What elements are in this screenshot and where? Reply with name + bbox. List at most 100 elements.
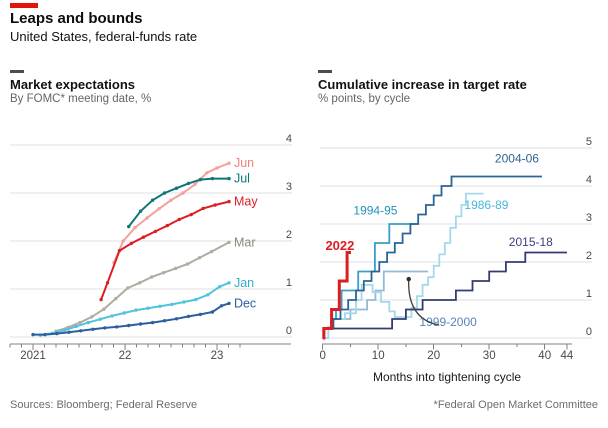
series-point-Jul	[138, 209, 143, 213]
series-point-Jan	[206, 293, 210, 297]
series-point-Jan	[86, 320, 90, 325]
series-point-Jan	[182, 300, 186, 304]
x-tick-label: 2021	[20, 350, 46, 362]
series-label-Jan: Jan	[234, 276, 254, 290]
series-label-Dec: Dec	[234, 296, 256, 310]
series-point-Jan	[98, 317, 102, 321]
series-label-Jun: Jun	[234, 156, 254, 170]
series-point-Jan	[134, 308, 138, 312]
y-tick-label: 4	[286, 133, 292, 145]
x-tick-label: 20	[427, 350, 440, 362]
series-point-Jan	[170, 302, 174, 307]
annotation-arrow	[408, 279, 440, 326]
series-point-Jul	[162, 191, 167, 195]
y-tick-label: 5	[586, 136, 592, 148]
sources-note: Sources: Bloomberg; Federal Reserve	[10, 399, 198, 411]
series-point-Dec	[127, 323, 131, 328]
y-tick-label: 0	[286, 325, 292, 337]
series-point-May	[165, 223, 169, 228]
series-point-Jun	[227, 161, 231, 165]
x-tick-label: 23	[211, 350, 224, 362]
series-point-May	[129, 241, 134, 246]
series-point-Dec	[103, 326, 107, 330]
series-line-May	[100, 200, 230, 301]
series-point-Mar	[197, 256, 202, 260]
series-point-May	[105, 281, 110, 285]
series-point-Dec	[162, 319, 167, 323]
series-point-May	[177, 217, 181, 222]
series-point-Jul	[227, 176, 231, 181]
series-point-Mar	[114, 296, 118, 301]
series-point-Mar	[209, 249, 214, 254]
series-point-Mar	[126, 286, 130, 290]
series-point-May	[201, 206, 205, 211]
series-point-Jun	[133, 225, 137, 230]
series-point-Mar	[150, 275, 154, 279]
footnote: *Federal Open Market Committee	[433, 399, 598, 411]
series-point-Jun	[205, 171, 209, 175]
series-point-Mar	[90, 315, 94, 319]
series-point-Jun	[121, 239, 125, 243]
series-point-Jan	[110, 314, 114, 318]
series-point-Mar	[227, 240, 231, 245]
y-tick-label: 3	[586, 212, 592, 224]
series-point-Dec	[43, 332, 47, 337]
section-dash-left	[10, 70, 24, 73]
series-point-Dec	[79, 329, 83, 333]
series-point-Jul	[186, 181, 191, 186]
series-point-Jun	[169, 198, 173, 202]
series-point-Dec	[150, 320, 155, 325]
series-point-Jan	[194, 297, 198, 302]
series-point-May	[117, 248, 122, 253]
y-tick-label: 3	[286, 181, 292, 193]
x-tick-label: 22	[119, 350, 132, 362]
series-point-Dec	[198, 312, 203, 317]
series-point-Jun	[145, 216, 149, 220]
series-point-Jul	[127, 224, 131, 229]
panel-left-subheading: By FOMC* meeting date, %	[10, 93, 152, 105]
series-point-Jul	[174, 186, 179, 190]
series-point-Mar	[185, 262, 190, 266]
series-point-May	[189, 212, 193, 217]
step-series-2004-06	[322, 175, 542, 339]
series-point-Dec	[174, 317, 179, 321]
series-label-1994-95: 1994-95	[353, 204, 397, 218]
series-point-Jul	[150, 198, 155, 202]
x-axis-title-right: Months into tightening cycle	[372, 370, 522, 384]
series-point-May	[213, 203, 217, 207]
series-point-May	[141, 235, 146, 239]
series-point-Jan	[74, 324, 78, 329]
series-point-Dec	[67, 330, 71, 334]
series-point-Jan	[227, 281, 231, 285]
step-series-2022	[322, 251, 351, 340]
annotation-arrow-dot	[406, 276, 411, 282]
series-point-Jan	[158, 304, 162, 308]
section-dash-right	[318, 70, 332, 73]
series-point-May	[99, 297, 103, 302]
series-point-Dec	[115, 325, 119, 329]
y-tick-label: 1	[586, 288, 592, 300]
series-label-2004-06: 2004-06	[495, 152, 539, 166]
series-point-Mar	[161, 271, 166, 275]
series-point-Dec	[227, 301, 231, 306]
series-point-Jan	[146, 306, 150, 310]
figure-title: Leaps and bounds	[10, 10, 143, 27]
series-point-Dec	[31, 332, 35, 337]
series-point-Jan	[218, 284, 222, 289]
panel-right-subheading: % points, by cycle	[318, 93, 411, 105]
series-point-Mar	[78, 320, 82, 325]
series-point-Mar	[173, 266, 178, 271]
series-point-Dec	[55, 331, 59, 336]
series-point-Jan	[122, 311, 126, 315]
x-tick-label: 44	[561, 350, 574, 362]
series-point-Jun	[157, 207, 161, 211]
series-point-Jul	[210, 176, 215, 181]
series-label-Mar: Mar	[234, 235, 256, 249]
x-tick-label: 40	[538, 350, 551, 362]
series-point-May	[227, 199, 231, 204]
panel-left-heading: Market expectations	[10, 77, 135, 92]
x-tick-label: 10	[372, 350, 385, 362]
series-label-2022: 2022	[325, 238, 354, 253]
series-point-Jan	[62, 328, 66, 332]
